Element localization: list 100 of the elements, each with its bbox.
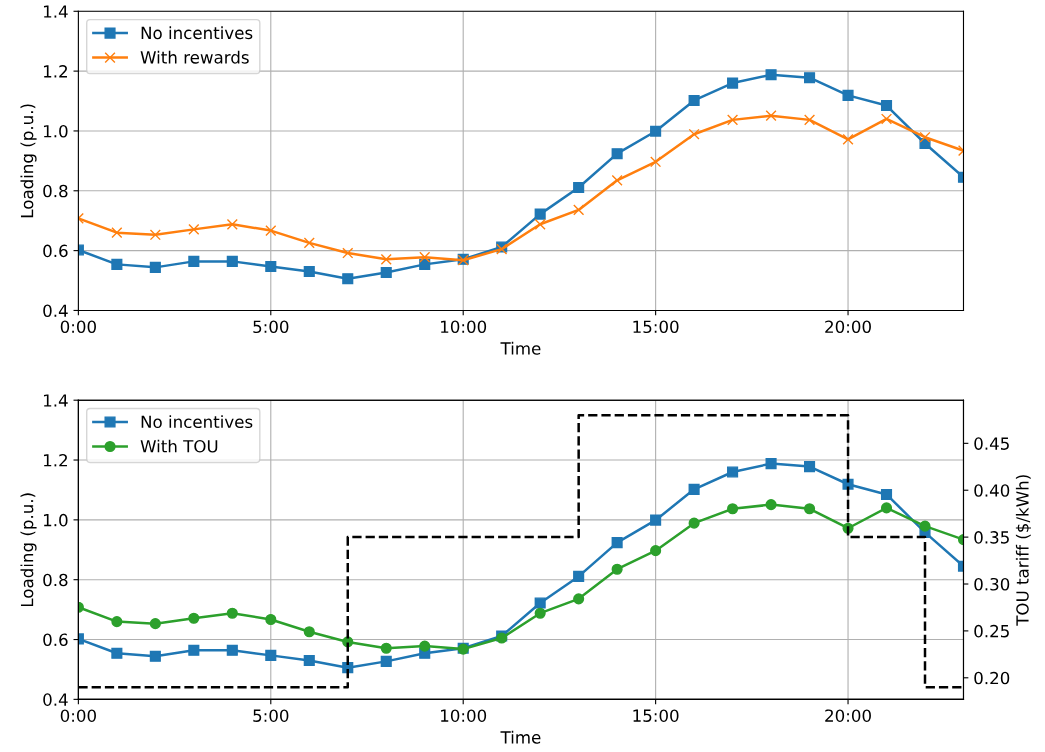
point	[611, 148, 623, 160]
y-tick-label: 0.8	[43, 573, 68, 587]
point	[188, 255, 200, 267]
point	[573, 204, 585, 216]
point	[419, 251, 431, 263]
point	[611, 174, 623, 186]
point	[111, 647, 123, 659]
x-tick-label: 20:00	[825, 320, 871, 334]
legend-label: With TOU	[140, 439, 218, 453]
point	[265, 613, 277, 626]
point	[573, 593, 585, 605]
x-tick-label: 10:00	[441, 709, 487, 722]
point	[380, 266, 392, 279]
y2-tick-label: 0.45	[974, 437, 1009, 450]
y-tick-label: 0.4	[43, 693, 68, 706]
point	[688, 94, 700, 106]
point	[880, 502, 893, 514]
point	[226, 644, 238, 656]
point	[303, 237, 315, 249]
point	[611, 537, 623, 549]
y-tick-label: 0.6	[43, 244, 68, 258]
point	[573, 570, 585, 582]
legend-label: With rewards	[140, 50, 249, 64]
y2-tick-label: 0.30	[974, 577, 1010, 591]
y-axis-title: Loading (p.u.)	[20, 104, 37, 218]
point	[611, 563, 623, 575]
point	[111, 258, 123, 270]
point	[727, 503, 739, 515]
x-tick-label: 0:00	[60, 320, 96, 334]
point	[804, 461, 816, 473]
point	[303, 265, 315, 278]
point	[188, 612, 200, 624]
point	[573, 181, 585, 194]
x-tick-label: 15:00	[633, 320, 679, 334]
y-tick-label: 1.0	[43, 124, 68, 138]
point	[188, 223, 200, 235]
point	[804, 72, 816, 84]
point	[149, 261, 161, 273]
x-tick-label: 10:00	[441, 320, 487, 334]
point	[842, 89, 854, 101]
point	[765, 69, 777, 81]
point	[650, 545, 662, 557]
point	[149, 650, 161, 662]
point	[842, 133, 854, 145]
point	[342, 247, 354, 259]
point	[727, 466, 739, 478]
point	[765, 458, 777, 470]
point	[380, 655, 392, 667]
point	[380, 642, 392, 654]
point	[650, 514, 662, 526]
point	[880, 488, 893, 500]
point	[226, 255, 238, 267]
x-tick-label: 5:00	[253, 709, 289, 722]
x-axis-title: Time	[500, 341, 541, 355]
legend-label: No incentives	[141, 26, 253, 40]
y2-tick-label: 0.25	[974, 624, 1009, 638]
point	[149, 229, 161, 241]
point	[188, 644, 200, 656]
point	[303, 654, 315, 667]
point	[226, 218, 238, 230]
y-tick-label: 0.6	[43, 633, 68, 647]
point	[380, 253, 392, 265]
point	[650, 156, 662, 168]
point	[534, 218, 546, 230]
point	[534, 208, 546, 220]
point	[650, 125, 662, 137]
point	[265, 260, 277, 273]
point	[727, 77, 739, 89]
y-tick-label: 0.8	[43, 184, 68, 198]
y2-tick-label: 0.20	[974, 671, 1010, 685]
x-tick-label: 20:00	[825, 709, 871, 722]
point	[149, 618, 161, 630]
point	[688, 483, 700, 495]
point	[342, 273, 354, 285]
point	[880, 99, 893, 112]
x-tick-label: 0:00	[60, 709, 96, 722]
y-tick-label: 1.4	[43, 5, 68, 18]
y2-tick-label: 0.35	[974, 531, 1009, 544]
y-tick-label: 1.2	[43, 65, 67, 78]
point	[265, 225, 277, 237]
x-axis-title: Time	[500, 730, 541, 744]
point	[226, 607, 238, 619]
x-tick-label: 5:00	[253, 320, 289, 334]
point	[919, 520, 931, 532]
point	[534, 607, 546, 619]
point	[534, 597, 546, 609]
point	[688, 128, 700, 140]
point	[765, 110, 777, 122]
y2-axis-title: TOU tariff ($/kWh)	[1015, 475, 1031, 626]
y2-tick-label: 0.40	[974, 484, 1010, 497]
y-tick-label: 0.4	[43, 304, 68, 318]
point	[265, 649, 277, 661]
point	[765, 499, 777, 511]
point	[419, 640, 431, 652]
legend-label: No incentives	[141, 415, 253, 429]
y-tick-label: 1.2	[43, 453, 67, 467]
x-tick-label: 15:00	[633, 709, 679, 722]
y-tick-label: 1.0	[43, 513, 68, 527]
y-axis-title: Loading (p.u.)	[20, 493, 37, 607]
point	[727, 114, 739, 126]
